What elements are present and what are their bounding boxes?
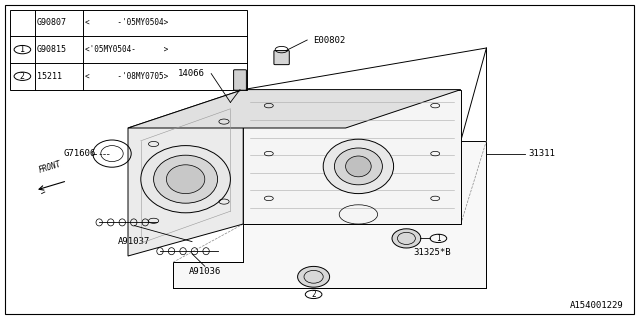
Ellipse shape (323, 139, 394, 194)
Text: A91036: A91036 (189, 267, 221, 276)
Text: E00802: E00802 (314, 36, 346, 44)
Text: FRONT: FRONT (38, 160, 62, 175)
Ellipse shape (335, 148, 383, 185)
Text: 1: 1 (436, 234, 441, 243)
Ellipse shape (166, 165, 205, 194)
Text: 14066: 14066 (178, 69, 205, 78)
Ellipse shape (154, 155, 218, 203)
Text: 1: 1 (20, 45, 25, 54)
Text: <      -'05MY0504>: < -'05MY0504> (85, 19, 168, 28)
Polygon shape (128, 90, 243, 256)
Text: A154001229: A154001229 (570, 301, 624, 310)
Text: 31325*B: 31325*B (413, 248, 451, 257)
Text: 15211: 15211 (37, 72, 62, 81)
Text: 2: 2 (20, 72, 25, 81)
Text: <      -'08MY0705>: < -'08MY0705> (85, 72, 168, 81)
Ellipse shape (346, 156, 371, 177)
Ellipse shape (141, 146, 230, 213)
Text: G90815: G90815 (37, 45, 67, 54)
Polygon shape (243, 90, 461, 224)
Text: 2: 2 (311, 290, 316, 299)
Ellipse shape (298, 266, 330, 287)
Bar (10, 10, 247, 90)
Text: 31311: 31311 (528, 149, 555, 158)
FancyBboxPatch shape (274, 51, 289, 65)
Ellipse shape (392, 229, 421, 248)
Text: G90807: G90807 (37, 19, 67, 28)
FancyBboxPatch shape (234, 70, 246, 90)
Polygon shape (128, 90, 461, 128)
Text: <'05MY0504-      >: <'05MY0504- > (85, 45, 168, 54)
Polygon shape (173, 141, 486, 288)
Text: A91037: A91037 (118, 237, 150, 246)
Text: G71606: G71606 (64, 149, 96, 158)
